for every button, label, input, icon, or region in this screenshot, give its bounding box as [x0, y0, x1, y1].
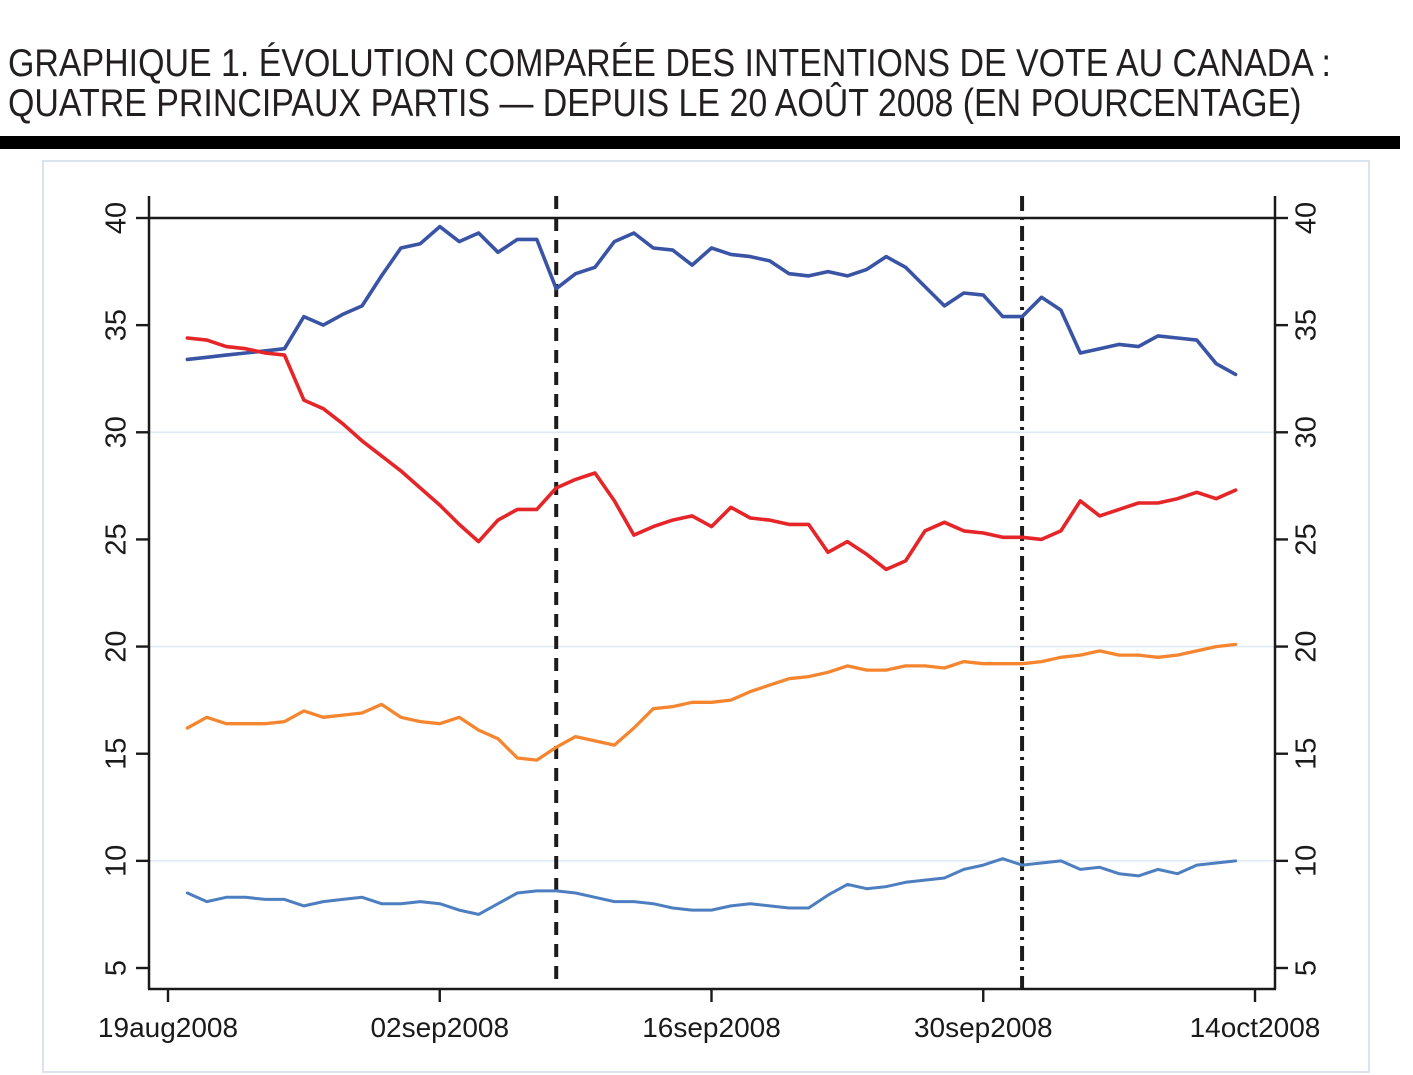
- y-tick-label-right: 40: [1291, 202, 1323, 234]
- dark-blue-line: [185, 224, 1238, 377]
- y-tick-label-left: 40: [101, 202, 133, 234]
- x-tick-label: 02sep2008: [370, 1012, 509, 1043]
- light-blue-line: [185, 857, 1238, 916]
- light-gridlines: [149, 431, 1275, 862]
- chart-title-line1: GRAPHIQUE 1. ÉVOLUTION COMPARÉE DES INTE…: [8, 42, 1331, 85]
- y-tick-label-left: 5: [101, 960, 133, 976]
- series-lines: [185, 224, 1238, 916]
- title-divider-bar: [0, 136, 1400, 149]
- y-tick-label-right: 35: [1291, 309, 1323, 341]
- plot-outer-frame: [42, 160, 1370, 1073]
- x-tick-label: 30sep2008: [914, 1012, 1053, 1043]
- chart-title: GRAPHIQUE 1. ÉVOLUTION COMPARÉE DES INTE…: [8, 44, 1331, 124]
- y-tick-label-right: 25: [1291, 523, 1323, 555]
- y-tick-label-left: 15: [101, 738, 133, 770]
- y-tick-label-right: 5: [1291, 960, 1323, 976]
- y-tick-label-left: 25: [101, 523, 133, 555]
- x-tick-label: 14oct2008: [1190, 1012, 1321, 1043]
- dashed-reference-line: [554, 196, 1025, 989]
- y-tick-label-left: 10: [101, 845, 133, 877]
- y-tick-label-right: 10: [1291, 845, 1323, 877]
- y-tick-label-right: 30: [1291, 416, 1323, 448]
- orange-line: [185, 642, 1238, 762]
- x-tick-label: 16sep2008: [642, 1012, 781, 1043]
- axis-ticks: [136, 216, 1288, 1002]
- y-tick-label-left: 30: [101, 416, 133, 448]
- axis-tick-labels: 5 5 10 10 15 15 20 20 25 25 30 30 35 35 40 40 19aug2008 0…: [98, 202, 1323, 1043]
- chart-title-line2: QUATRE PRINCIPAUX PARTIS — DEPUIS LE 20 …: [8, 82, 1302, 125]
- y-tick-label-left: 20: [101, 630, 133, 662]
- y-tick-label-left: 35: [101, 309, 133, 341]
- red-line: [185, 336, 1238, 572]
- y-tick-label-right: 15: [1291, 738, 1323, 770]
- y-tick-label-right: 20: [1291, 630, 1323, 662]
- x-tick-label: 19aug2008: [98, 1012, 238, 1043]
